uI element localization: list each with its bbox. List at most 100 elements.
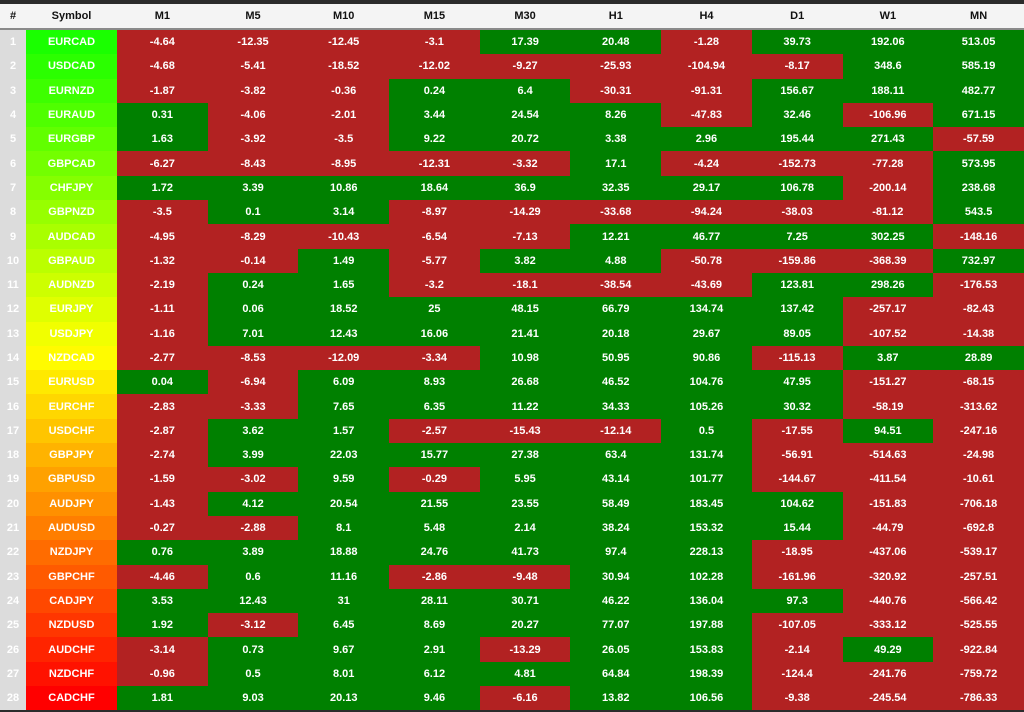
value-cell-m5: 3.99 <box>207 443 299 468</box>
table-row[interactable]: 5 EURGBP 1.63 -3.92 -3.5 9.22 20.72 3.38 2.96 195… <box>0 127 1024 152</box>
value-cell-m30: -7.13 <box>479 224 571 249</box>
table-row[interactable]: 20 AUDJPY -1.43 4.12 20.54 21.55 23.55 58.49 183… <box>0 491 1024 516</box>
symbol-cell[interactable]: AUDJPY <box>26 491 117 516</box>
value-cell-h4: 90.86 <box>661 345 752 371</box>
value-cell-h4: 0.5 <box>661 418 752 444</box>
symbol-cell[interactable]: CHFJPY <box>26 175 117 201</box>
symbol-cell[interactable]: EURUSD <box>26 370 117 395</box>
row-index: 20 <box>0 491 26 516</box>
table-row[interactable]: 28 CADCHF 1.81 9.03 20.13 9.46 -6.16 13.82 106.5… <box>0 686 1024 711</box>
header-m5[interactable]: M5 <box>207 4 299 30</box>
table-row[interactable]: 6 GBPCAD -6.27 -8.43 -8.95 -12.31 -3.32 17.1 -4.… <box>0 151 1024 176</box>
symbol-cell[interactable]: GBPCHF <box>26 564 117 589</box>
table-row[interactable]: 24 CADJPY 3.53 12.43 31 28.11 30.71 46.22 136.04… <box>0 588 1024 614</box>
row-index: 25 <box>0 613 26 638</box>
symbol-cell[interactable]: AUDCAD <box>26 224 117 249</box>
table-row[interactable]: 26 AUDCHF -3.14 0.73 9.67 2.91 -13.29 26.05 153.… <box>0 637 1024 662</box>
table-row[interactable]: 14 NZDCAD -2.77 -8.53 -12.09 -3.34 10.98 50.95 9… <box>0 345 1024 371</box>
symbol-cell[interactable]: NZDCAD <box>26 345 117 371</box>
value-cell-w1: -77.28 <box>842 151 934 176</box>
table-row[interactable]: 15 EURUSD 0.04 -6.94 6.09 8.93 26.68 46.52 104.7… <box>0 370 1024 395</box>
table-row[interactable]: 8 GBPNZD -3.5 0.1 3.14 -8.97 -14.29 -33.68 -94.2… <box>0 200 1024 225</box>
value-cell-d1: 137.42 <box>751 297 843 322</box>
table-row[interactable]: 16 EURCHF -2.83 -3.33 7.65 6.35 11.22 34.33 105.… <box>0 394 1024 419</box>
header-w1[interactable]: W1 <box>842 4 934 30</box>
table-row[interactable]: 21 AUDUSD -0.27 -2.88 8.1 5.48 2.14 38.24 153.32… <box>0 515 1024 541</box>
symbol-cell[interactable]: EURCHF <box>26 394 117 419</box>
symbol-cell[interactable]: USDJPY <box>26 321 117 346</box>
symbol-cell[interactable]: EURAUD <box>26 102 117 128</box>
symbol-cell[interactable]: NZDJPY <box>26 540 117 565</box>
table-row[interactable]: 12 EURJPY -1.11 0.06 18.52 25 48.15 66.79 134.74… <box>0 297 1024 322</box>
value-cell-h1: 4.88 <box>570 248 662 273</box>
header-h4[interactable]: H4 <box>661 4 752 30</box>
table-row[interactable]: 4 EURAUD 0.31 -4.06 -2.01 3.44 24.54 8.26 -47.83… <box>0 102 1024 128</box>
value-cell-h1: 97.4 <box>570 540 662 565</box>
value-cell-d1: 15.44 <box>751 515 843 541</box>
value-cell-m15: -3.34 <box>389 345 480 371</box>
symbol-cell[interactable]: GBPCAD <box>26 151 117 176</box>
symbol-cell[interactable]: GBPNZD <box>26 200 117 225</box>
value-cell-w1: -241.76 <box>842 661 934 687</box>
table-row[interactable]: 25 NZDUSD 1.92 -3.12 6.45 8.69 20.27 77.07 197.8… <box>0 613 1024 638</box>
value-cell-m1: -6.27 <box>117 151 208 176</box>
table-row[interactable]: 19 GBPUSD -1.59 -3.02 9.59 -0.29 5.95 43.14 101.… <box>0 467 1024 492</box>
symbol-cell[interactable]: EURGBP <box>26 127 117 152</box>
value-cell-m1: -4.64 <box>117 29 208 55</box>
header-mn[interactable]: MN <box>933 4 1024 30</box>
table-row[interactable]: 27 NZDCHF -0.96 0.5 8.01 6.12 4.81 64.84 198.39-… <box>0 661 1024 687</box>
row-index: 26 <box>0 637 26 662</box>
row-index: 24 <box>0 588 26 614</box>
table-row[interactable]: 17 USDCHF -2.87 3.62 1.57 -2.57 -15.43 -12.14 0.… <box>0 418 1024 444</box>
table-row[interactable]: 18 GBPJPY -2.74 3.99 22.03 15.77 27.38 63.4 131.… <box>0 443 1024 468</box>
header-m10[interactable]: M10 <box>298 4 390 30</box>
symbol-cell[interactable]: GBPUSD <box>26 467 117 492</box>
header-m30[interactable]: M30 <box>479 4 571 30</box>
table-row[interactable]: 11 AUDNZD -2.19 0.24 1.65 -3.2 -18.1 -38.54 -43.… <box>0 272 1024 298</box>
value-cell-m5: -3.92 <box>207 127 299 152</box>
value-cell-h1: 12.21 <box>570 224 662 249</box>
symbol-cell[interactable]: GBPJPY <box>26 443 117 468</box>
symbol-cell[interactable]: EURCAD <box>26 29 117 55</box>
table-row[interactable]: 23 GBPCHF -4.46 0.6 11.16 -2.86 -9.48 30.94 102.… <box>0 564 1024 589</box>
value-cell-w1: -81.12 <box>842 200 934 225</box>
value-cell-m5: 3.89 <box>207 540 299 565</box>
value-cell-m10: 31 <box>298 588 390 614</box>
table-row[interactable]: 9 AUDCAD -4.95 -8.29 -10.43 -6.54 -7.13 12.21 46… <box>0 224 1024 249</box>
symbol-cell[interactable]: CADCHF <box>26 686 117 711</box>
value-cell-h4: 131.74 <box>661 443 752 468</box>
value-cell-d1: -9.38 <box>751 686 843 711</box>
value-cell-w1: 302.25 <box>842 224 934 249</box>
value-cell-m1: -1.87 <box>117 78 208 103</box>
symbol-cell[interactable]: EURJPY <box>26 297 117 322</box>
table-row[interactable]: 1 EURCAD -4.64 -12.35 -12.45 -3.1 17.39 20.48 -1… <box>0 29 1024 55</box>
symbol-cell[interactable]: AUDUSD <box>26 515 117 541</box>
symbol-cell[interactable]: AUDNZD <box>26 272 117 298</box>
value-cell-m15: 9.22 <box>389 127 480 152</box>
symbol-cell[interactable]: NZDCHF <box>26 661 117 687</box>
symbol-cell[interactable]: EURNZD <box>26 78 117 103</box>
symbol-cell[interactable]: NZDUSD <box>26 613 117 638</box>
table-row[interactable]: 7 CHFJPY 1.72 3.39 10.86 18.64 36.9 32.35 29.17 1… <box>0 175 1024 201</box>
table-row[interactable]: 3 EURNZD -1.87 -3.82 -0.36 0.24 6.4 -30.31 -91.3… <box>0 78 1024 103</box>
value-cell-m5: 3.39 <box>207 175 299 201</box>
header-m15[interactable]: M15 <box>389 4 480 30</box>
symbol-cell[interactable]: USDCAD <box>26 54 117 79</box>
symbol-cell[interactable]: AUDCHF <box>26 637 117 662</box>
value-cell-m10: 9.67 <box>298 637 390 662</box>
value-cell-d1: -161.96 <box>751 564 843 589</box>
table-row[interactable]: 10 GBPAUD -1.32 -0.14 1.49 -5.77 3.82 4.88 -50.7… <box>0 248 1024 273</box>
header-m1[interactable]: M1 <box>117 4 208 30</box>
table-row[interactable]: 13 USDJPY -1.16 7.01 12.43 16.06 21.41 20.18 29.… <box>0 321 1024 346</box>
header-h1[interactable]: H1 <box>570 4 662 30</box>
table-row[interactable]: 22 NZDJPY 0.76 3.89 18.88 24.76 41.73 97.4 228.1… <box>0 540 1024 565</box>
symbol-cell[interactable]: CADJPY <box>26 588 117 614</box>
header-symbol[interactable]: Symbol <box>26 4 117 30</box>
value-cell-w1: 94.51 <box>842 418 934 444</box>
value-cell-m10: 7.65 <box>298 394 390 419</box>
header-index[interactable]: # <box>0 4 26 30</box>
header-d1[interactable]: D1 <box>751 4 843 30</box>
symbol-cell[interactable]: USDCHF <box>26 418 117 444</box>
symbol-cell[interactable]: GBPAUD <box>26 248 117 273</box>
table-row[interactable]: 2 USDCAD -4.68 -5.41 -18.52 -12.02 -9.27 -25.93… <box>0 54 1024 79</box>
